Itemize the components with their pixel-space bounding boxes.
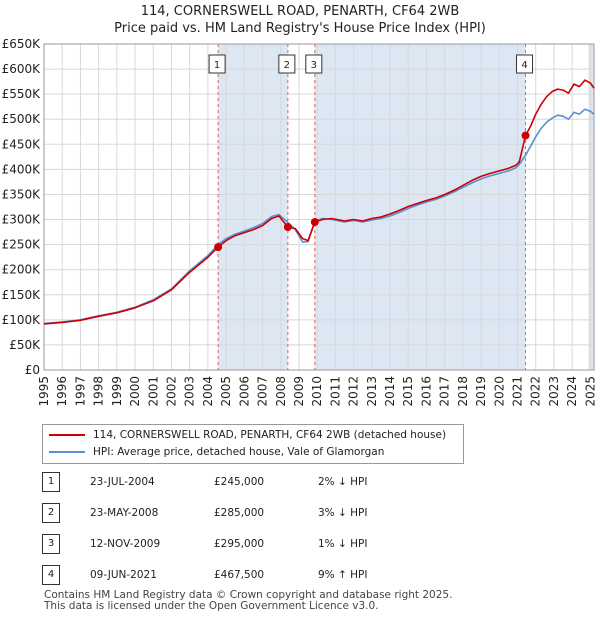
transaction-date: 12-NOV-2009 — [90, 538, 161, 550]
y-tick-label: £300K — [2, 213, 42, 227]
legend-label-hpi: HPI: Average price, detached house, Vale… — [93, 446, 385, 458]
transaction-badge: 2 — [42, 503, 60, 523]
footer-copyright: Contains HM Land Registry data © Crown c… — [44, 589, 453, 601]
x-tick-label: 2022 — [529, 376, 543, 407]
shaded-region — [314, 44, 526, 370]
x-tick-label: 2021 — [511, 376, 525, 407]
y-tick-label: £50K — [9, 338, 41, 352]
plot-border — [43, 43, 595, 371]
x-tick-label: 2017 — [438, 376, 452, 407]
chart-subtitle: Price paid vs. HM Land Registry's House … — [114, 21, 486, 36]
legend-label-property: 114, CORNERSWELL ROAD, PENARTH, CF64 2WB… — [93, 429, 447, 441]
legend-swatch-property — [49, 434, 85, 436]
table-row: 1 23-JUL-2004 £245,000 2% ↓ HPI — [42, 472, 442, 492]
transaction-price: £295,000 — [214, 538, 265, 550]
x-tick-label: 2005 — [219, 376, 233, 407]
table-row: 2 23-MAY-2008 £285,000 3% ↓ HPI — [42, 503, 442, 523]
price-chart: £0 £50K £100K £150K £200K £250K £300K £350K £400… — [2, 37, 598, 407]
transaction-badge: 3 — [42, 534, 60, 554]
x-tick-label: 2011 — [328, 376, 342, 407]
footer-note: Contains HM Land Registry data © Crown c… — [44, 590, 452, 612]
y-tick-label: £0 — [25, 363, 40, 377]
y-tick-label: £600K — [2, 62, 42, 76]
sale-label-box — [305, 54, 323, 74]
sale-label: 3 — [305, 54, 323, 74]
transaction-price: £245,000 — [214, 476, 265, 488]
sale-label-text: 2 — [284, 60, 290, 71]
x-tick-label: 2007 — [256, 376, 270, 407]
x-tick-label: 2019 — [474, 376, 488, 407]
sale-label-text: 1 — [214, 60, 220, 71]
x-tick-label: 2010 — [310, 376, 324, 407]
x-tick-label: 2000 — [128, 376, 142, 407]
y-tick-label: £350K — [2, 187, 42, 201]
legend-swatch-hpi — [49, 451, 85, 453]
x-tick-label: 2006 — [237, 376, 251, 407]
transaction-hpi-diff: 9% ↑ HPI — [318, 569, 368, 581]
x-tick-label: 1999 — [110, 376, 124, 407]
sale-point — [283, 223, 292, 232]
x-tick-label: 2024 — [565, 376, 579, 407]
y-tick-label: £400K — [2, 162, 42, 176]
x-tick-label: 2001 — [146, 376, 160, 407]
transaction-hpi-diff: 1% ↓ HPI — [318, 538, 368, 550]
sale-label-text: 3 — [311, 60, 317, 71]
transaction-date: 09-JUN-2021 — [90, 569, 157, 581]
sale-label-box — [516, 54, 534, 74]
x-tick-label: 1996 — [55, 376, 69, 407]
legend-item-property: 114, CORNERSWELL ROAD, PENARTH, CF64 2WB… — [49, 427, 446, 443]
sale-point — [310, 218, 319, 227]
chart-legend: 114, CORNERSWELL ROAD, PENARTH, CF64 2WB… — [42, 424, 464, 464]
transaction-price: £467,500 — [214, 569, 265, 581]
sale-label-text: 4 — [521, 60, 527, 71]
transaction-date: 23-MAY-2008 — [90, 507, 159, 519]
x-tick-label: 2008 — [274, 376, 288, 407]
sale-label: 4 — [516, 54, 534, 74]
footer-license: This data is licensed under the Open Gov… — [44, 600, 379, 612]
y-tick-label: £200K — [2, 263, 42, 277]
x-tick-label: 2013 — [365, 376, 379, 407]
y-tick-label: £650K — [2, 37, 42, 51]
sale-label: 2 — [278, 54, 296, 74]
table-row: 4 09-JUN-2021 £467,500 9% ↑ HPI — [42, 565, 442, 585]
shaded-region — [588, 44, 594, 370]
sale-label-box — [208, 54, 226, 74]
x-tick-label: 2020 — [492, 376, 506, 407]
y-tick-label: £150K — [2, 288, 42, 302]
x-tick-label: 2012 — [347, 376, 361, 407]
table-row: 3 12-NOV-2009 £295,000 1% ↓ HPI — [42, 534, 442, 554]
transaction-hpi-diff: 3% ↓ HPI — [318, 507, 368, 519]
y-tick-label: £500K — [2, 112, 42, 126]
transaction-price: £285,000 — [214, 507, 265, 519]
y-tick-label: £550K — [2, 87, 42, 101]
y-tick-label: £250K — [2, 238, 42, 252]
x-tick-label: 2015 — [401, 376, 415, 407]
transaction-badge: 4 — [42, 565, 60, 585]
legend-item-hpi: HPI: Average price, detached house, Vale… — [49, 444, 384, 460]
x-tick-label: 2014 — [383, 376, 397, 407]
sale-point — [214, 243, 223, 252]
y-tick-label: £450K — [2, 137, 42, 151]
x-tick-label: 1998 — [92, 376, 106, 407]
y-tick-label: £100K — [2, 313, 42, 327]
x-tick-label: 2004 — [201, 376, 215, 407]
x-tick-label: 2025 — [583, 376, 597, 407]
x-tick-label: 1995 — [37, 376, 51, 407]
sale-label: 1 — [208, 54, 226, 74]
x-tick-label: 2002 — [164, 376, 178, 407]
chart-title: 114, CORNERSWELL ROAD, PENARTH, CF64 2WB — [140, 4, 460, 19]
x-tick-label: 2009 — [292, 376, 306, 407]
x-tick-label: 2003 — [183, 376, 197, 407]
x-tick-label: 2018 — [456, 376, 470, 407]
transaction-hpi-diff: 2% ↓ HPI — [318, 476, 368, 488]
sale-point — [521, 131, 530, 140]
x-tick-label: 2016 — [419, 376, 433, 407]
sale-label-box — [278, 54, 296, 74]
transaction-date: 23-JUL-2004 — [90, 476, 155, 488]
x-tick-label: 2023 — [547, 376, 561, 407]
x-tick-label: 1997 — [73, 376, 87, 407]
transaction-badge: 1 — [42, 472, 60, 492]
shaded-region — [218, 44, 288, 370]
